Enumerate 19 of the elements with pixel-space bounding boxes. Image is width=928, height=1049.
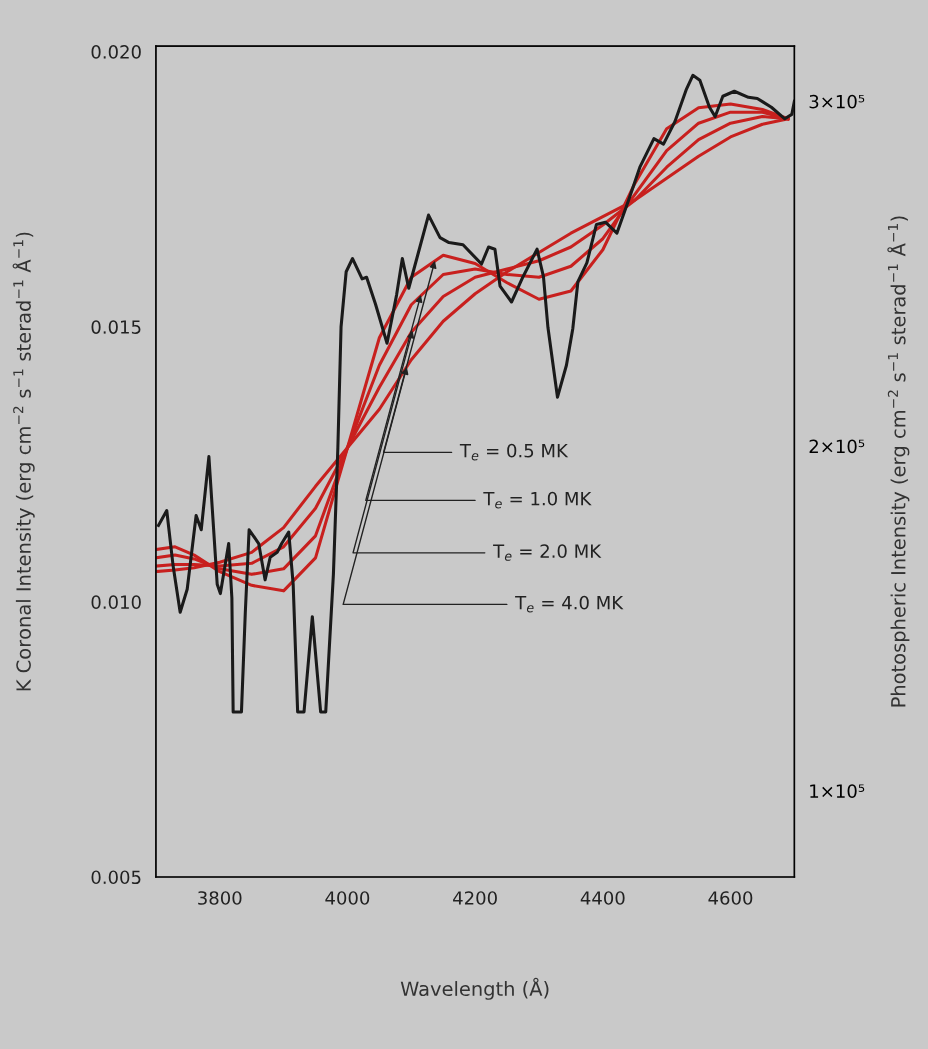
y2-tick-label: 3×10⁵ [809,94,865,109]
text: K Coronal Intensity (erg cm$^{−2}$ s$^{−1}$ sterad$^{−1}$ Å$^{−1}$) [12,232,35,691]
y-tick-label: 0.010 [91,595,141,609]
x-tick-label: 4000 [325,891,370,905]
annotation: T$_{e}$ = 4.0 MK [515,595,624,613]
annotation: T$_{e}$ = 1.0 MK [483,491,592,509]
y-tick-label: 0.005 [91,870,141,885]
x-tick-label: 4600 [708,891,753,905]
text: Photospheric Intensity (erg cm$^{−2}$ s$^{−1}$ sterad$^{−1}$ Å$^{−1}$) [887,216,910,707]
annotation: T$_{e}$ = 0.5 MK [459,443,569,461]
annotation: T$_{e}$ = 2.0 MK [493,544,602,561]
x-tick-label: 4200 [453,891,497,905]
x-axis-title: Wavelength (Å) [400,977,549,1000]
x-tick-label: 3800 [198,891,242,905]
y2-tick-label: 1×10⁵ [810,784,865,798]
x-tick-label: 4400 [580,891,625,905]
y-tick-label: 0.015 [91,320,141,334]
y2-tick-label: 2×10⁵ [809,439,865,454]
y-tick-label: 0.020 [91,45,141,59]
